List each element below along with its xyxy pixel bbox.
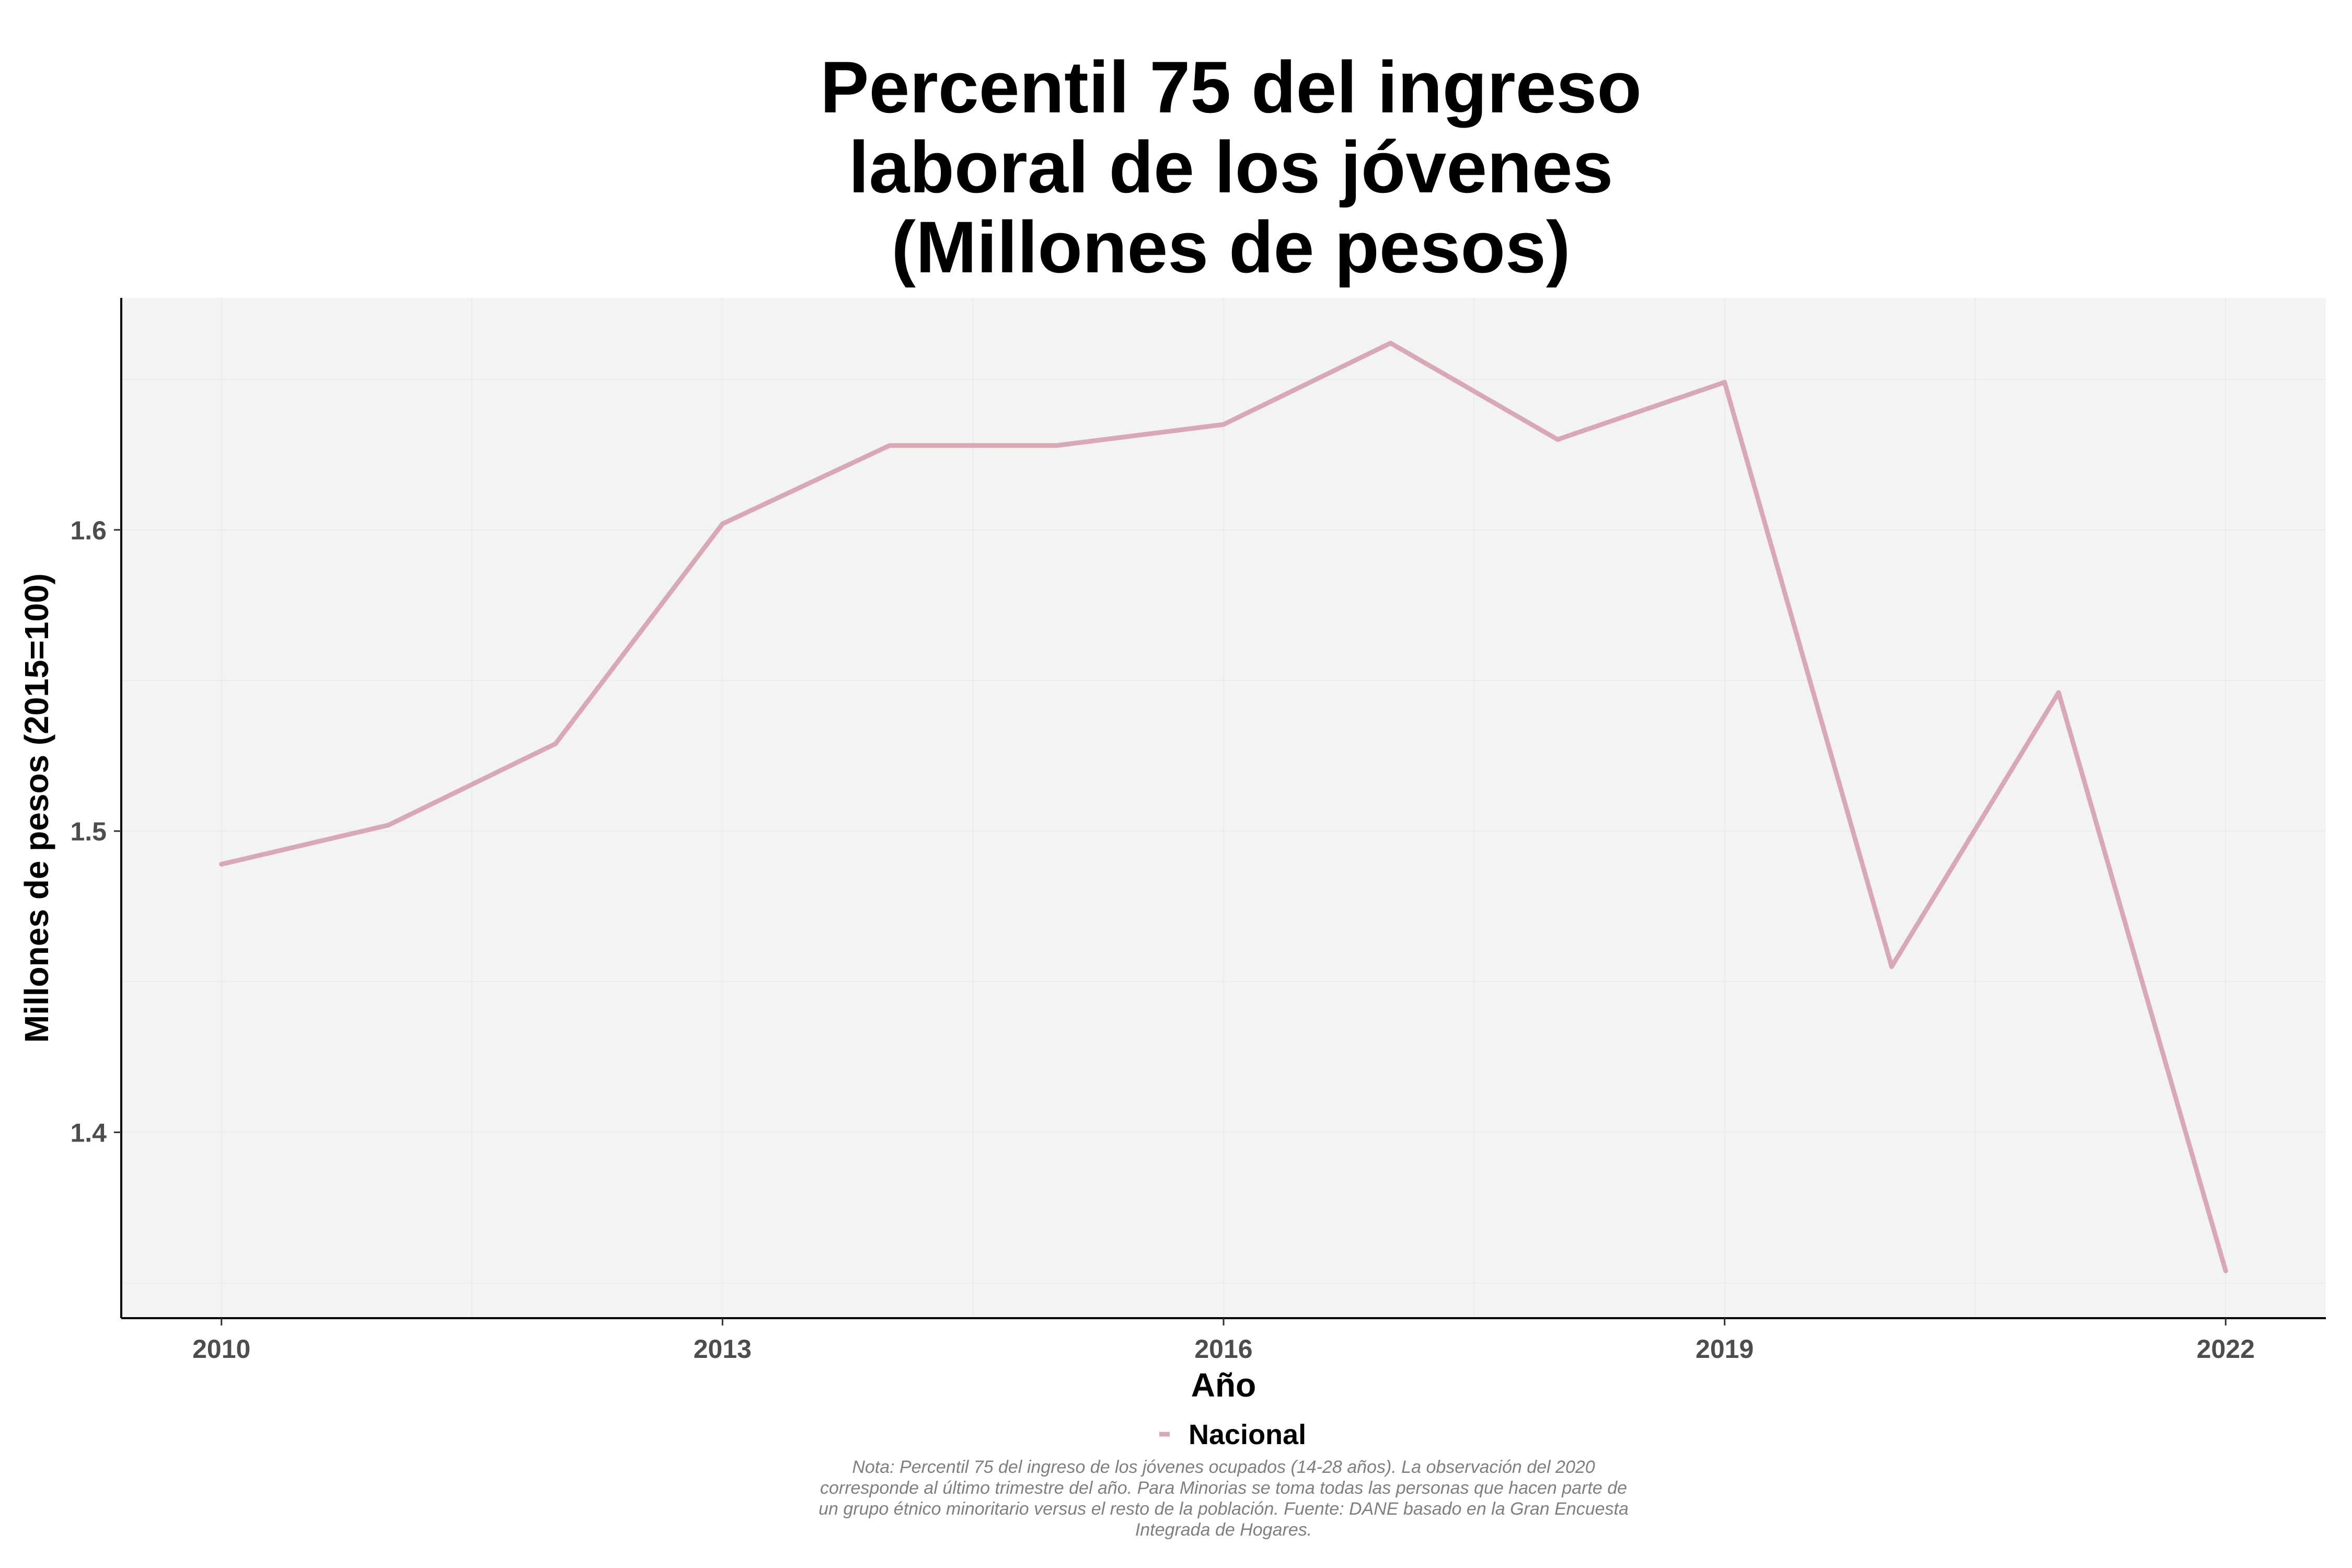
data-point-2020 [1889,964,1894,969]
note-line-3: un grupo étnico minoritario versus el re… [818,1499,1629,1519]
axis-ticks: 2010 2013 2016 2019 2022 1.4 1.5 1.6 [70,516,2254,1364]
data-point-2021 [2056,690,2061,695]
chart-title-line-2: laboral de los jóvenes [849,126,1613,208]
data-point-2014 [887,443,892,448]
y-tick-label-1: 1.5 [70,817,107,846]
x-axis-title: Año [1191,1366,1256,1404]
y-tick-label-2: 1.6 [70,516,107,545]
chart-note: Nota: Percentil 75 del ingreso de los jó… [818,1457,1629,1540]
data-point-2022 [2223,1269,2228,1274]
x-tick-label-2022: 2022 [2197,1334,2255,1364]
chart-title-line-3: (Millones de pesos) [891,206,1570,288]
y-axis-title: Millones de pesos (2015=100) [18,573,55,1043]
data-point-2016 [1221,422,1226,427]
data-point-2010 [219,861,224,867]
chart-title: Percentil 75 del ingreso laboral de los … [820,46,1642,288]
note-line-4: Integrada de Hogares. [1135,1520,1312,1540]
grid-lines [121,298,2326,1318]
data-point-2013 [720,521,725,526]
data-point-2018 [1555,437,1560,442]
x-tick-label-2013: 2013 [694,1334,752,1364]
y-tick-label-0: 1.4 [70,1118,107,1147]
data-point-2017 [1388,340,1393,345]
data-point-2011 [386,823,391,828]
x-tick-label-2019: 2019 [1696,1334,1754,1364]
note-line-2: corresponde al último trimestre del año.… [820,1478,1627,1498]
data-point-2015 [1054,443,1059,448]
data-point-2019 [1722,379,1727,385]
chart-title-line-1: Percentil 75 del ingreso [820,46,1642,128]
series-group [219,340,2228,1274]
x-tick-label-2010: 2010 [192,1334,250,1364]
legend-label-nacional: Nacional [1189,1419,1306,1450]
note-line-1: Nota: Percentil 75 del ingreso de los jó… [852,1457,1595,1477]
x-tick-label-2016: 2016 [1194,1334,1252,1364]
legend: Nacional [1159,1419,1306,1450]
data-point-2012 [553,741,558,746]
